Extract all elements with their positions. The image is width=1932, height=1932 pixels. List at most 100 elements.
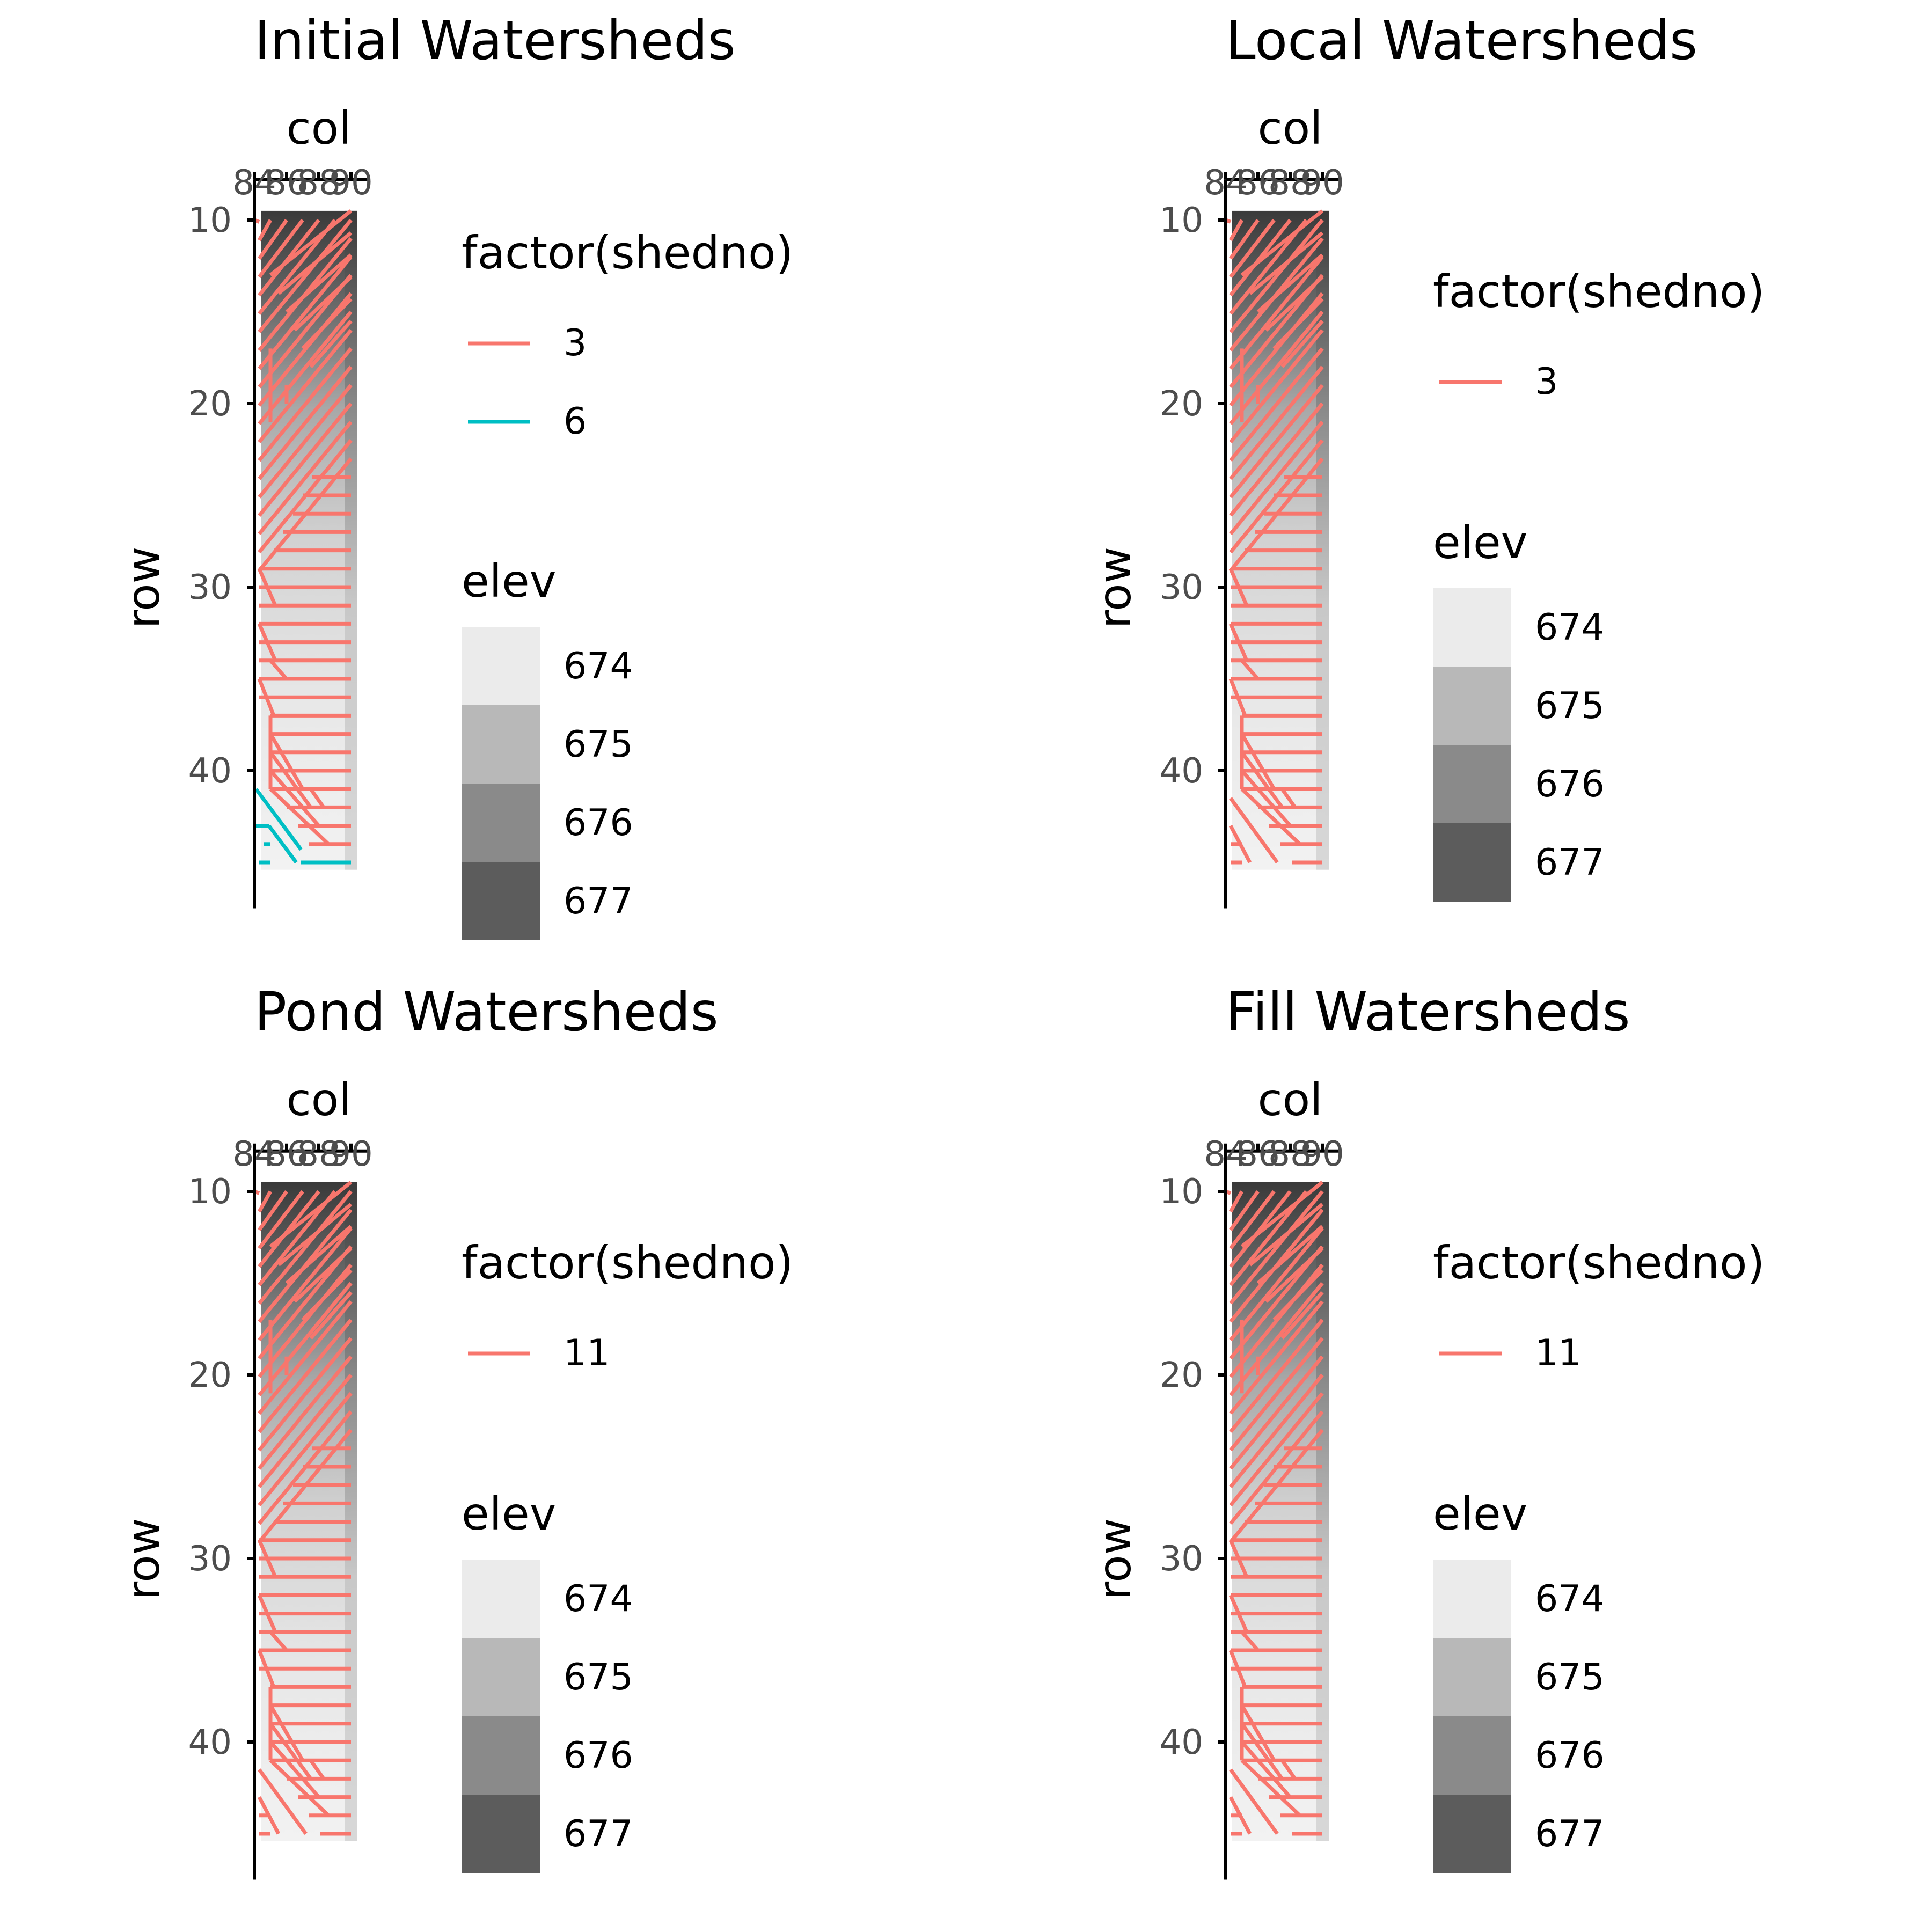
x-tick-label: 90: [329, 1135, 372, 1174]
flow-line: [1229, 347, 1324, 462]
elev-legend-key: [462, 627, 540, 705]
flow-line: [1248, 231, 1324, 295]
flow-line: [269, 1722, 312, 1780]
flow-line: [267, 824, 298, 864]
x-axis-title: col: [1258, 1073, 1323, 1126]
flow-line: [1229, 1392, 1324, 1507]
flow-line: [258, 1768, 308, 1835]
flow-line: [257, 623, 277, 662]
elev-legend-title: elev: [1433, 1488, 1527, 1540]
flow-line: [269, 1740, 320, 1798]
elev-legend-key: [462, 862, 540, 940]
flow-line: [277, 231, 353, 295]
y-tick-label: 30: [1160, 568, 1203, 608]
shed-legend-label: 3: [564, 322, 587, 364]
elev-legend-label: 674: [1535, 1578, 1605, 1620]
flow-line: [1229, 1355, 1324, 1470]
flow-line: [1229, 1227, 1324, 1342]
flow-line: [258, 1392, 353, 1507]
flow-line: [258, 1282, 353, 1396]
flow-line: [1240, 787, 1301, 846]
x-tick-label: 88: [297, 163, 340, 203]
y-axis-title: row: [1088, 1518, 1141, 1600]
y-tick-label: 20: [188, 384, 232, 424]
flow-line: [293, 1247, 353, 1303]
flow-line: [1228, 1539, 1249, 1578]
flow-line: [1240, 1181, 1324, 1248]
x-axis-title: col: [287, 102, 352, 155]
flow-line: [269, 659, 288, 680]
flow-lines: [253, 209, 353, 865]
flow-line: [1229, 1190, 1292, 1268]
flow-line: [1229, 1190, 1260, 1231]
elev-legend-label: 677: [1535, 1813, 1605, 1855]
flow-lines: [1225, 209, 1324, 865]
flow-line: [1272, 1269, 1324, 1321]
shed-legend-label: 11: [1535, 1332, 1582, 1374]
elev-legend-key: [462, 1716, 540, 1795]
elev-legend-key: [1433, 588, 1511, 667]
flow-line: [258, 1190, 304, 1250]
flow-line: [1229, 365, 1324, 480]
y-tick-label: 10: [188, 201, 232, 240]
x-axis-title: col: [287, 1073, 352, 1126]
flow-line: [258, 384, 353, 499]
flow-line: [1240, 1704, 1276, 1761]
elev-legend-title: elev: [1433, 516, 1527, 569]
y-tick-label: 30: [188, 1539, 232, 1579]
flow-line: [1229, 402, 1324, 517]
elev-legend-key: [1433, 667, 1511, 745]
x-tick-label: 90: [1300, 1135, 1344, 1174]
flow-line: [1228, 568, 1249, 606]
flow-line: [1272, 297, 1324, 350]
x-tick-label: 88: [1268, 163, 1312, 203]
elev-legend-title: elev: [462, 1488, 556, 1540]
flow-line: [258, 1190, 288, 1231]
y-tick-label: 40: [1160, 751, 1203, 791]
elev-legend-label: 675: [1535, 685, 1605, 727]
chart-title: Initial Watersheds: [254, 9, 736, 72]
flow-line: [1240, 1630, 1260, 1652]
elev-legend-key: [1433, 1560, 1511, 1638]
flow-line: [1229, 1190, 1276, 1250]
flow-line: [1229, 384, 1324, 499]
flow-line: [1264, 1247, 1324, 1303]
flow-line: [1256, 1225, 1324, 1285]
y-axis-title: row: [117, 547, 170, 629]
flow-line: [269, 1759, 330, 1817]
x-tick-label: 90: [329, 163, 372, 203]
elev-legend-label: 674: [564, 1578, 633, 1620]
elev-legend-key: [462, 784, 540, 862]
flow-line: [269, 787, 330, 846]
elev-legend-key: [1433, 1638, 1511, 1716]
flow-line: [258, 347, 353, 462]
elev-legend-label: 674: [564, 645, 633, 687]
flow-line: [293, 275, 353, 332]
flow-line: [1229, 1319, 1324, 1433]
elev-legend-label: 675: [564, 723, 633, 766]
elev-legend-label: 676: [564, 1735, 633, 1777]
x-tick-label: 88: [297, 1135, 340, 1174]
shed-legend-label: 6: [564, 400, 587, 443]
x-tick-label: 86: [265, 1135, 308, 1174]
flow-line: [1229, 1190, 1324, 1305]
elev-legend-title: elev: [462, 555, 556, 608]
flow-line: [269, 751, 312, 809]
flow-line: [1229, 1337, 1324, 1452]
flow-line: [1240, 1740, 1292, 1798]
y-tick-label: 10: [188, 1172, 232, 1212]
elev-legend-key: [1433, 823, 1511, 902]
chart-title: Pond Watersheds: [254, 980, 719, 1043]
flow-line: [309, 1759, 325, 1780]
flow-line: [1229, 420, 1324, 536]
flow-line: [1240, 659, 1260, 680]
flow-line: [258, 420, 353, 536]
x-tick-label: 84: [1204, 1135, 1247, 1174]
elev-legend-label: 674: [1535, 606, 1605, 649]
x-tick-label: 84: [1204, 163, 1247, 203]
flow-line: [1248, 1203, 1324, 1267]
x-tick-label: 84: [232, 1135, 276, 1174]
